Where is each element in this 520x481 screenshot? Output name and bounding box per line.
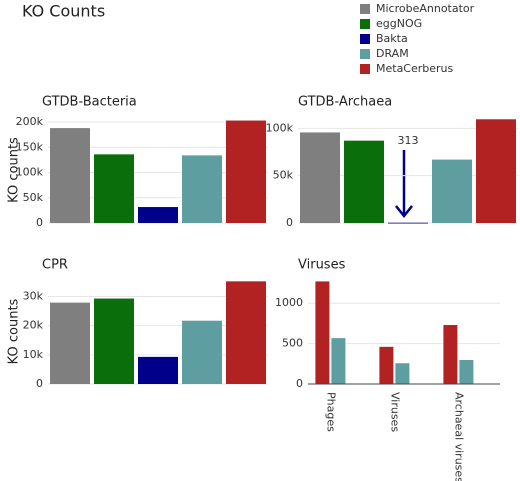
y-tick-label: 0 <box>286 216 293 229</box>
bar <box>94 298 134 384</box>
legend-swatch <box>360 49 370 59</box>
legend-swatch <box>360 4 370 14</box>
y-axis-label: KO counts <box>7 137 22 203</box>
legend-swatch <box>360 64 370 74</box>
y-tick-label: 50k <box>273 169 294 182</box>
bar <box>476 119 516 223</box>
subplot-title: GTDB-Archaea <box>298 95 392 110</box>
y-axis-label: KO counts <box>7 298 22 364</box>
bar <box>459 360 474 384</box>
bar <box>300 132 340 223</box>
bar <box>182 155 222 223</box>
annotation: 313 <box>398 134 419 147</box>
bar <box>331 338 346 384</box>
x-tick-label: Phages <box>324 392 337 432</box>
y-tick-label: 0 <box>36 216 43 229</box>
legend-label: Bakta <box>376 32 408 45</box>
y-tick-label: 0 <box>36 377 43 390</box>
y-tick-label: 100k <box>266 121 294 134</box>
y-tick-label: 0 <box>296 377 303 390</box>
bar <box>138 356 178 384</box>
bar <box>226 120 266 223</box>
y-tick-label: 20k <box>23 319 44 332</box>
y-tick-label: 200k <box>16 115 44 128</box>
y-tick-label: 30k <box>23 290 44 303</box>
bar <box>379 346 394 384</box>
bar <box>344 140 384 223</box>
subplot-title: Viruses <box>298 258 346 273</box>
legend-swatch <box>360 34 370 44</box>
legend-label: MicrobeAnnotator <box>376 2 475 15</box>
y-tick-label: 500 <box>282 337 303 350</box>
bar <box>395 363 410 384</box>
y-tick-label: 10k <box>23 348 44 361</box>
subplot-title: CPR <box>42 258 68 273</box>
bar <box>182 320 222 384</box>
y-tick-label: 100k <box>16 166 44 179</box>
bar <box>138 207 178 223</box>
legend-label: MetaCerberus <box>376 62 454 75</box>
y-tick-label: 150k <box>16 140 44 153</box>
annotation-arrowhead <box>395 205 413 219</box>
bar <box>315 281 330 384</box>
bar <box>443 325 458 384</box>
y-tick-label: 1000 <box>275 296 303 309</box>
bar <box>50 128 90 223</box>
subplot-title: GTDB-Bacteria <box>42 95 137 110</box>
bar <box>432 159 472 223</box>
figure-title: KO Counts <box>22 2 105 21</box>
bar <box>94 154 134 223</box>
x-tick-label: Viruses <box>388 392 401 432</box>
y-tick-label: 50k <box>23 191 44 204</box>
bar <box>50 302 90 384</box>
legend-label: eggNOG <box>376 17 422 30</box>
bar <box>388 222 428 224</box>
legend-swatch <box>360 19 370 29</box>
x-tick-label: Archaeal viruses <box>452 392 465 481</box>
bar <box>226 281 266 384</box>
legend-label: DRAM <box>376 47 409 60</box>
